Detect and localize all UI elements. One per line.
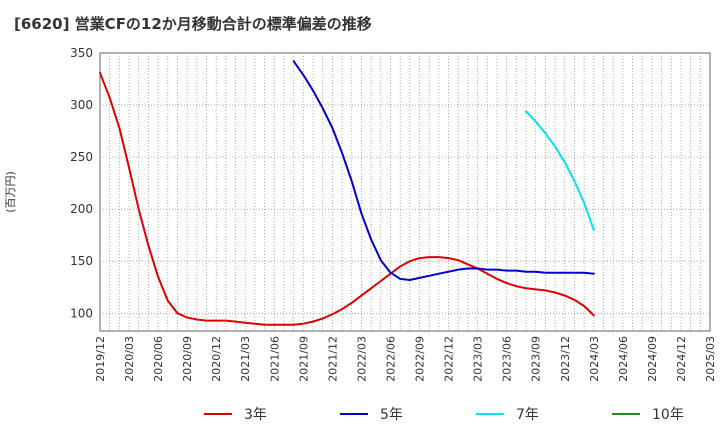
legend-label-1: 3年 bbox=[244, 407, 267, 423]
y-tick-label: 300 bbox=[70, 98, 93, 112]
x-tick-label: 2023/06 bbox=[501, 336, 514, 382]
x-tick-label: 2023/09 bbox=[530, 336, 543, 382]
x-tick-label: 2020/12 bbox=[210, 336, 223, 382]
plot-frame bbox=[99, 52, 711, 332]
x-tick-label: 2021/03 bbox=[239, 336, 252, 382]
x-tick-label: 2024/03 bbox=[588, 336, 601, 382]
x-tick-label: 2024/12 bbox=[675, 336, 688, 382]
x-tick-label: 2022/03 bbox=[355, 336, 368, 382]
x-tick-label: 2022/12 bbox=[443, 336, 456, 382]
x-tick-label: 2022/09 bbox=[414, 336, 427, 382]
x-tick-label: 2021/06 bbox=[268, 336, 281, 382]
x-tick-label: 2023/03 bbox=[472, 336, 485, 382]
x-tick-label: 2020/09 bbox=[181, 336, 194, 382]
x-tick-label: 2021/12 bbox=[326, 336, 339, 382]
legend-label-2: 5年 bbox=[380, 407, 403, 423]
x-tick-label: 2023/12 bbox=[559, 336, 572, 382]
x-tick-label: 2020/06 bbox=[152, 336, 165, 382]
series-line-3 bbox=[525, 110, 595, 231]
y-tick-label: 250 bbox=[70, 150, 93, 164]
y-tick-label: 200 bbox=[70, 202, 93, 216]
x-tick-label: 2020/03 bbox=[123, 336, 136, 382]
x-tick-label: 2022/06 bbox=[384, 336, 397, 382]
x-tick-label: 2024/09 bbox=[646, 336, 659, 382]
y-axis-label: (百万円) bbox=[4, 171, 17, 213]
x-tick-label: 2021/09 bbox=[297, 336, 310, 382]
series-line-1 bbox=[99, 71, 595, 326]
x-tick-label: 2025/03 bbox=[704, 336, 717, 382]
y-tick-label: 150 bbox=[70, 254, 93, 268]
series-line-2 bbox=[292, 60, 595, 281]
y-tick-label: 350 bbox=[70, 46, 93, 60]
legend-label-4: 10年 bbox=[652, 407, 684, 423]
x-tick-label: 2019/12 bbox=[94, 336, 107, 382]
legend-label-3: 7年 bbox=[516, 407, 539, 423]
y-tick-label: 100 bbox=[70, 306, 93, 320]
chart-title: [6620] 営業CFの12か月移動合計の標準偏差の推移 bbox=[14, 15, 372, 33]
x-tick-label: 2024/06 bbox=[617, 336, 630, 382]
